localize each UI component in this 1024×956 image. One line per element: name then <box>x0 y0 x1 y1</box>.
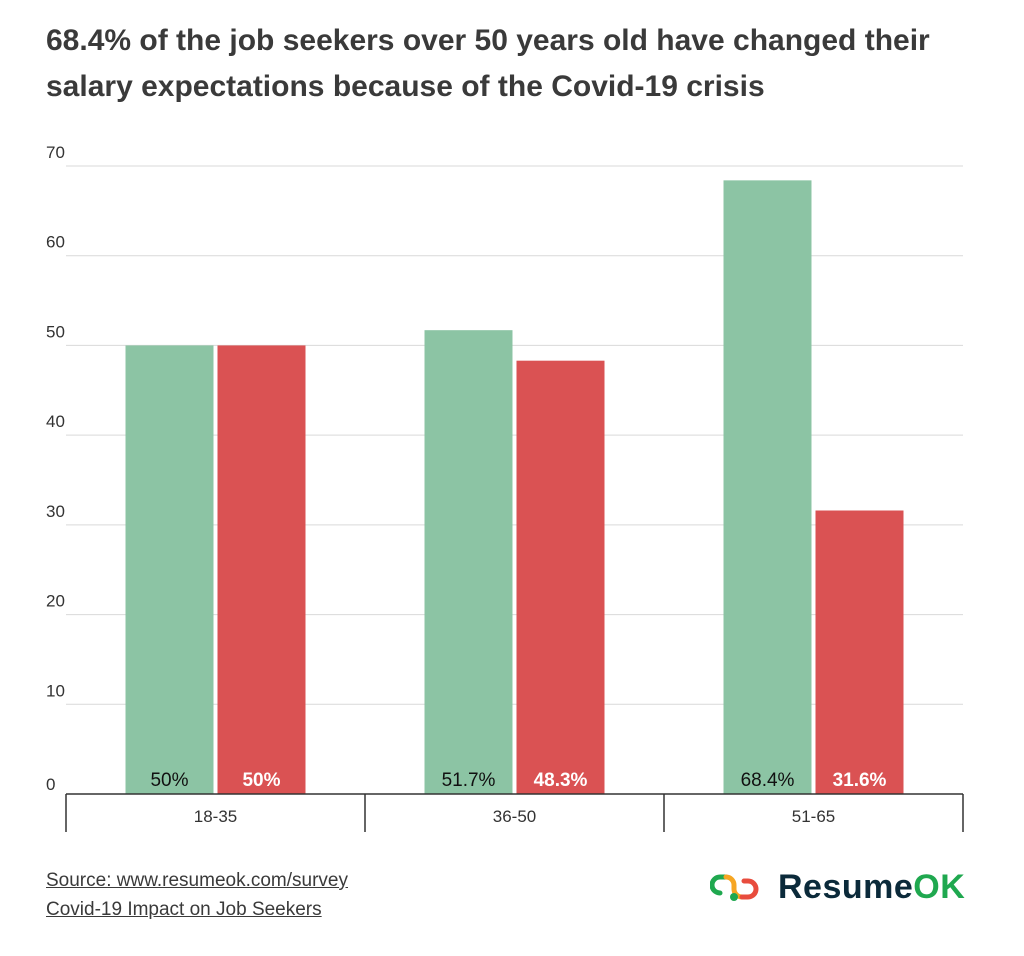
logo-text-main: Resume <box>778 867 914 906</box>
bar-labels: 50% 50% 51.7% 48.3% 68.4% 31.6% <box>150 770 886 791</box>
bar <box>217 345 306 794</box>
resumeok-logo: ResumeOK <box>710 862 965 912</box>
bar <box>125 345 214 794</box>
bar-chart: 0 10 20 30 40 50 60 70 50% 50% 51.7% 48.3% 68.4% 31.… <box>46 143 964 832</box>
y-tick-label: 40 <box>46 412 65 431</box>
y-tick-label: 10 <box>46 681 65 700</box>
y-tick-label: 50 <box>46 322 65 341</box>
bar <box>516 360 605 794</box>
y-tick-label: 30 <box>46 502 65 521</box>
source-link[interactable]: Source: www.resumeok.com/survey <box>46 870 348 891</box>
bar <box>723 180 812 795</box>
bar <box>424 330 513 794</box>
x-tick-label: 18-35 <box>194 807 237 826</box>
x-tick-label: 36-50 <box>493 807 536 826</box>
data-label: 50% <box>242 770 280 791</box>
chart-title: 68.4% of the job seekers over 50 years o… <box>46 24 930 103</box>
data-label: 50% <box>150 770 188 791</box>
bar <box>815 510 904 794</box>
gridlines <box>66 165 963 705</box>
y-tick-label: 60 <box>46 233 65 252</box>
x-axis: 18-35 36-50 51-65 <box>65 793 964 832</box>
data-label: 31.6% <box>833 770 887 791</box>
source-footer: Source: www.resumeok.com/survey Covid-19… <box>46 866 348 924</box>
study-link[interactable]: Covid-19 Impact on Job Seekers <box>46 899 322 920</box>
paperclip-link-icon <box>710 874 759 901</box>
data-label: 51.7% <box>442 770 496 791</box>
bars <box>125 180 904 795</box>
y-tick-label: 70 <box>46 143 65 162</box>
y-axis-ticks: 0 10 20 30 40 50 60 70 <box>46 143 65 794</box>
logo-text-accent: OK <box>913 867 966 906</box>
logo-wordmark: ResumeOK <box>778 868 965 907</box>
data-label: 48.3% <box>534 770 588 791</box>
y-tick-label: 0 <box>46 775 55 794</box>
y-tick-label: 20 <box>46 592 65 611</box>
x-tick-label: 51-65 <box>792 807 835 826</box>
data-label: 68.4% <box>741 770 795 791</box>
